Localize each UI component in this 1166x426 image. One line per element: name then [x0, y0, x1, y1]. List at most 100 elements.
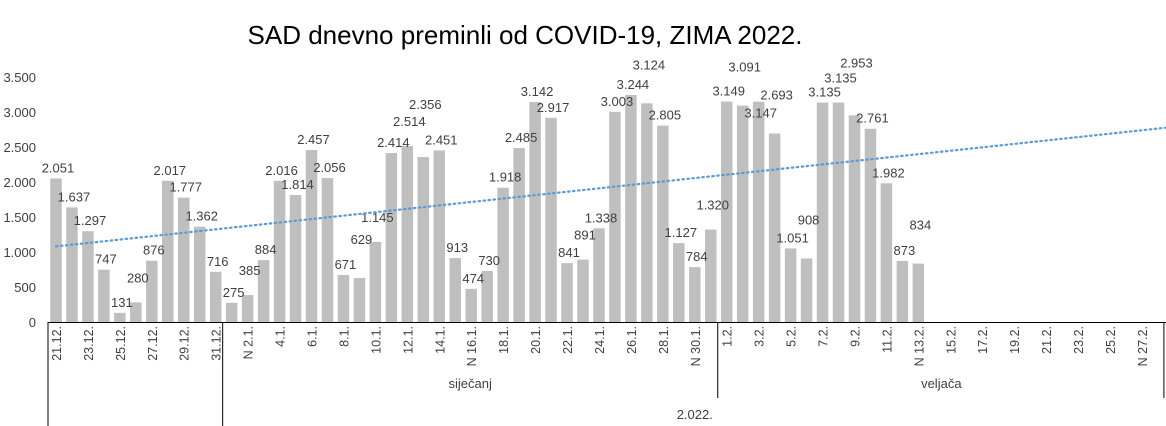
bar	[657, 125, 669, 323]
bar	[146, 260, 158, 322]
x-tick-label: 4.1.	[274, 326, 288, 347]
data-label: 3.147	[744, 106, 777, 121]
data-label: 2.356	[409, 97, 442, 112]
x-tick-label: N 16.1.	[465, 326, 479, 366]
bar	[720, 101, 733, 322]
data-label: 3.135	[808, 85, 841, 100]
bar	[513, 148, 525, 322]
bar	[768, 133, 781, 322]
y-tick-label: 2.500	[3, 140, 36, 155]
x-tick-label: N 27.2.	[1136, 326, 1150, 366]
month-label: veljača	[921, 376, 962, 391]
bar	[689, 267, 701, 322]
y-tick-label: 500	[14, 280, 36, 295]
bar	[896, 260, 909, 322]
bar	[82, 231, 94, 322]
x-tick-label: 25.2.	[1104, 326, 1118, 354]
bar	[609, 111, 621, 322]
data-label: 1.145	[361, 210, 394, 225]
data-label: 3.149	[712, 84, 745, 99]
x-tick-label: 7.2.	[817, 326, 831, 347]
bar	[193, 226, 206, 322]
bar	[50, 178, 62, 322]
x-tick-label: 6.1.	[306, 326, 320, 347]
data-label: 1.637	[58, 189, 91, 204]
data-label: 784	[686, 249, 708, 264]
x-tick-label: 8.1.	[337, 326, 351, 347]
data-label: 3.135	[824, 71, 857, 86]
data-label: 3.124	[633, 57, 666, 72]
bar	[497, 187, 509, 322]
bar	[593, 228, 605, 322]
data-label: 1.777	[169, 180, 202, 195]
bar	[912, 263, 925, 322]
data-label: 716	[207, 254, 229, 269]
bar	[289, 195, 302, 322]
data-label: 2.514	[393, 114, 426, 129]
x-tick-label: 10.1.	[369, 326, 383, 354]
x-tick-label: 1.2.	[721, 326, 735, 347]
trendline	[54, 126, 1166, 248]
bar	[848, 115, 861, 322]
data-label: 3.091	[728, 60, 761, 75]
x-tick-label: 9.2.	[848, 326, 862, 347]
data-label: 1.320	[696, 198, 729, 213]
bar	[736, 105, 749, 322]
data-label: 3.244	[617, 77, 650, 92]
bar	[305, 150, 318, 322]
data-label: 1.297	[74, 213, 107, 228]
data-label: 2.017	[154, 163, 187, 178]
x-tick-label: 5.2.	[785, 326, 799, 347]
bar	[162, 180, 174, 322]
data-label: 891	[574, 228, 596, 243]
bar	[385, 153, 398, 322]
x-tick-label: 14.1.	[433, 326, 447, 354]
x-tick-label: 23.12.	[82, 326, 96, 361]
data-label: 2.761	[856, 111, 889, 126]
bar	[561, 263, 573, 322]
y-tick-label: 1.500	[3, 210, 36, 225]
x-tick-label: 21.12.	[50, 326, 64, 361]
bar	[641, 103, 653, 322]
bar	[832, 102, 845, 322]
bar	[225, 302, 238, 322]
bar	[177, 197, 190, 322]
data-label: 2.917	[537, 100, 570, 115]
data-label: 131	[111, 295, 133, 310]
bar	[241, 295, 254, 322]
bar	[114, 312, 126, 322]
bar	[130, 302, 142, 322]
x-tick-label: 12.1.	[401, 326, 415, 354]
data-label: 2.056	[313, 160, 346, 175]
bar	[353, 277, 366, 322]
x-tick-label: N 13.2.	[912, 326, 926, 366]
y-tick-label: 3.500	[3, 70, 36, 85]
data-label: 2.051	[42, 160, 75, 175]
data-label: 2.693	[760, 87, 793, 102]
bar	[465, 288, 477, 322]
x-tick-label: 28.1.	[657, 326, 671, 354]
data-label: 1.982	[872, 165, 905, 180]
data-label: 2.953	[840, 55, 873, 70]
x-tick-label: 20.1.	[529, 326, 543, 354]
year-label: 2.022.	[677, 407, 713, 422]
bar	[864, 128, 877, 322]
data-label: 3.142	[521, 84, 554, 99]
data-label: 1.338	[585, 210, 618, 225]
data-label: 908	[798, 212, 820, 227]
data-label: 1.918	[489, 170, 522, 185]
data-label: 2.485	[505, 130, 538, 145]
bar	[66, 207, 78, 322]
x-tick-label: 3.2.	[753, 326, 767, 347]
bar	[816, 102, 829, 322]
bar	[417, 157, 430, 322]
x-tick-label: 27.12.	[146, 326, 160, 361]
data-label: 2.805	[649, 108, 682, 123]
x-tick-label: 24.1.	[593, 326, 607, 354]
x-tick-label: 19.2.	[1008, 326, 1022, 354]
bar	[705, 229, 717, 322]
bar	[209, 271, 222, 322]
data-label: 629	[351, 232, 373, 247]
data-label: 280	[127, 270, 149, 285]
